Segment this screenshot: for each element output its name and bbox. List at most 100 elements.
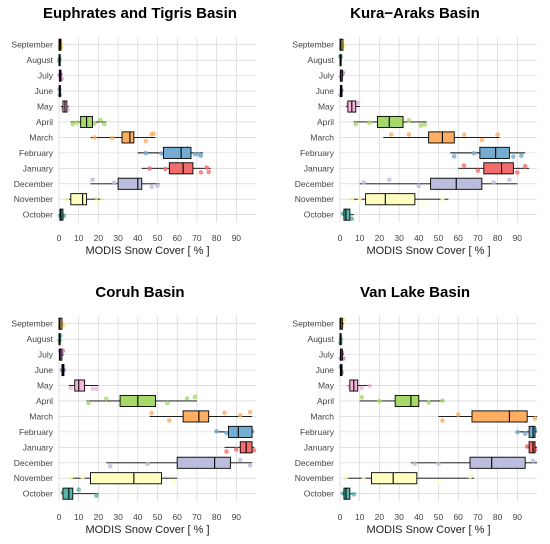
x-tick-label: 30 [394, 233, 404, 243]
x-tick-label: 10 [74, 233, 84, 243]
data-point [522, 431, 528, 437]
data-point [198, 153, 204, 159]
x-tick-label: 90 [513, 512, 523, 522]
x-tick-label: 20 [94, 233, 104, 243]
data-point [515, 170, 520, 175]
data-point [361, 477, 366, 482]
x-tick-label: 70 [192, 233, 202, 243]
box-iqr [371, 472, 418, 485]
box-iqr [227, 425, 253, 438]
data-point [426, 400, 431, 405]
data-point [522, 163, 528, 169]
category-label: December [14, 458, 53, 468]
category-label: April [317, 117, 334, 127]
panel-title: Coruh Basin [95, 284, 184, 301]
x-tick-label: 80 [212, 233, 222, 243]
data-point [524, 444, 530, 449]
category-label: October [23, 210, 53, 220]
data-point [102, 121, 107, 127]
category-label: March [29, 411, 53, 421]
data-point [479, 137, 485, 143]
category-label: October [304, 489, 334, 499]
chart-panel: Coruh Basin 0 10 20 30 40 50 60 70 80 90 September A… [11, 284, 257, 536]
data-point [349, 197, 355, 203]
data-point [467, 474, 473, 479]
data-point [237, 413, 243, 418]
x-tick-label: 30 [113, 233, 123, 243]
panel-title: Kura−Araks Basin [350, 5, 480, 22]
panel-title: Van Lake Basin [360, 284, 470, 301]
data-point [247, 463, 253, 468]
data-point [367, 383, 372, 389]
data-point [80, 475, 85, 480]
x-tick-label: 20 [94, 512, 104, 522]
data-point [170, 478, 176, 484]
data-point [388, 132, 394, 137]
category-label: July [38, 71, 54, 81]
data-point [94, 386, 99, 392]
x-tick-label: 40 [133, 512, 143, 522]
category-label: April [317, 396, 334, 406]
x-tick-label: 50 [434, 512, 444, 522]
data-point [351, 491, 357, 497]
data-point [353, 121, 359, 127]
category-label: January [304, 163, 335, 173]
data-point [92, 135, 97, 140]
data-point [143, 138, 148, 144]
data-point [151, 131, 156, 136]
category-label: February [300, 148, 335, 158]
box-iqr [376, 115, 404, 128]
data-point [455, 412, 461, 417]
data-point [361, 180, 366, 185]
category-label: July [319, 350, 335, 360]
data-point [163, 166, 168, 172]
x-tick-label: 0 [338, 512, 343, 522]
chart-panel: Kura−Araks Basin 0 10 20 30 40 50 60 70 80 90 Septe… [292, 5, 537, 257]
category-label: October [23, 489, 53, 499]
panel-title: Euphrates and Tigris Basin [43, 5, 237, 22]
data-point [418, 123, 424, 128]
category-label: July [38, 350, 54, 360]
category-label: May [318, 381, 335, 391]
x-axis-label: MODIS Snow Cover [ % ] [85, 245, 209, 257]
category-label: May [37, 102, 54, 112]
category-label: June [35, 86, 54, 96]
data-point [530, 458, 536, 464]
x-tick-label: 60 [172, 233, 182, 243]
data-point [343, 475, 349, 481]
x-tick-label: 40 [414, 233, 424, 243]
data-point [192, 394, 198, 400]
category-label: February [19, 148, 54, 158]
x-tick-label: 0 [57, 512, 62, 522]
data-point [377, 398, 382, 404]
data-point [532, 416, 538, 421]
x-axis-label: MODIS Snow Cover [ % ] [366, 245, 490, 257]
category-label: August [308, 55, 335, 65]
data-point [167, 418, 172, 423]
category-label: October [304, 210, 334, 220]
box-iqr [528, 441, 536, 454]
box-iqr [62, 487, 74, 500]
x-tick-label: 0 [57, 233, 62, 243]
category-label: March [310, 411, 334, 421]
x-tick-label: 40 [133, 233, 143, 243]
category-label: November [14, 194, 53, 204]
data-point [461, 163, 467, 168]
data-point [234, 447, 239, 452]
data-point [440, 418, 445, 423]
box-iqr [74, 379, 86, 392]
category-label: November [295, 473, 334, 483]
data-point [100, 197, 105, 202]
data-point [406, 132, 412, 137]
box-iqr [479, 146, 510, 159]
data-point [422, 122, 428, 127]
box-iqr [90, 472, 162, 485]
data-point [436, 461, 441, 467]
x-tick-label: 80 [493, 233, 503, 243]
data-point [237, 457, 243, 463]
data-point [224, 430, 229, 436]
category-label: November [295, 194, 334, 204]
category-label: June [316, 86, 335, 96]
data-point [495, 132, 500, 137]
x-tick-label: 10 [355, 233, 365, 243]
